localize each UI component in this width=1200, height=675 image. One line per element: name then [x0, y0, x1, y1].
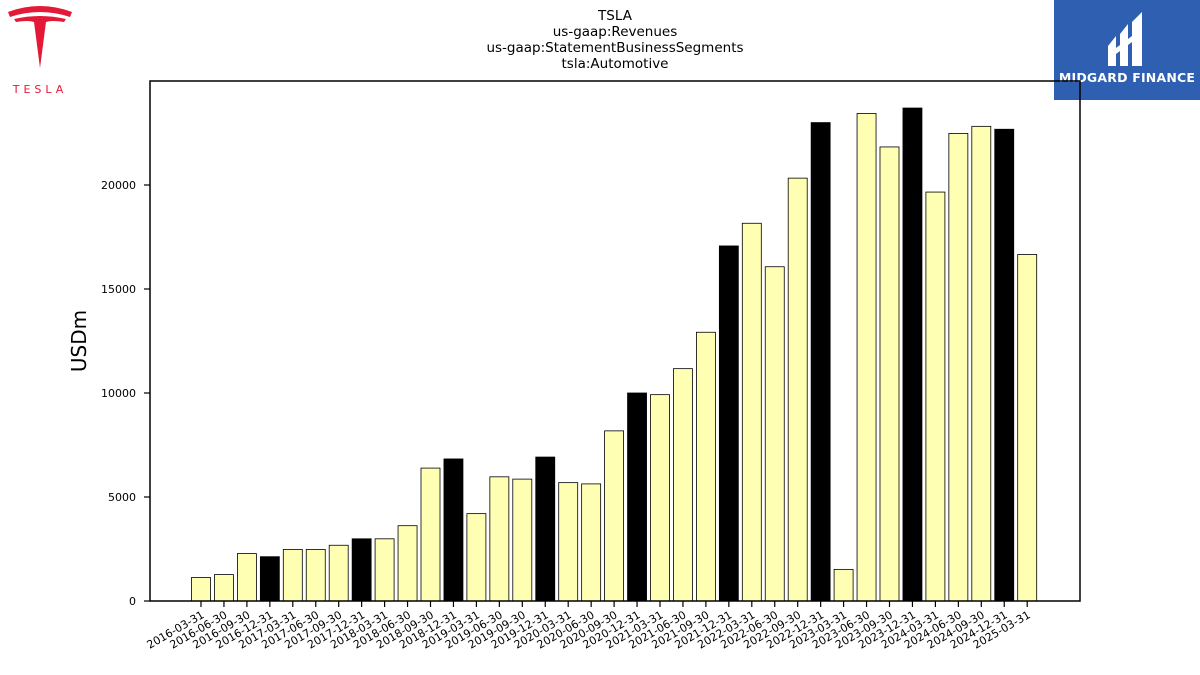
- bar: [925, 191, 946, 602]
- bar: [489, 476, 510, 602]
- bar: [466, 513, 487, 602]
- y-tick-label: 15000: [101, 283, 136, 296]
- bar: [810, 122, 831, 602]
- x-axis: 2016-03-312016-06-302016-09-302016-12-31…: [145, 601, 1033, 652]
- bar: [741, 222, 762, 602]
- bar: [581, 483, 602, 602]
- y-axis-label: USDm: [67, 310, 91, 372]
- bar: [191, 577, 211, 602]
- midgard-wordmark: MIDGARD FINANCE: [1058, 70, 1196, 85]
- bar: [673, 368, 693, 602]
- bar: [833, 568, 854, 602]
- bar: [627, 392, 647, 602]
- chart-title-line: TSLA: [597, 8, 633, 24]
- chart-title-line: us-gaap:Revenues: [553, 24, 678, 40]
- bar: [397, 525, 418, 602]
- plot-frame: [149, 80, 1081, 602]
- bar: [512, 478, 533, 602]
- y-tick-label: 5000: [108, 491, 136, 504]
- y-tick-label: 20000: [101, 179, 136, 192]
- bar: [787, 177, 808, 602]
- y-tick-label: 10000: [101, 387, 136, 400]
- tesla-logo: TESLA: [0, 0, 80, 100]
- chart-title-line: tsla:Automotive: [562, 56, 669, 72]
- bar: [718, 245, 739, 602]
- bar: [650, 394, 670, 602]
- bar: [879, 146, 900, 602]
- bar: [558, 482, 579, 602]
- bar: [948, 133, 969, 602]
- bar: [282, 549, 303, 602]
- bars: [191, 107, 1038, 602]
- bar: [305, 549, 326, 602]
- bar: [604, 430, 624, 602]
- bar: [328, 544, 349, 602]
- bar: [214, 574, 234, 602]
- tesla-t-icon: [8, 6, 72, 68]
- y-tick-label: 0: [129, 595, 136, 608]
- bar: [1017, 254, 1038, 602]
- bar: [351, 538, 372, 602]
- bar: [971, 125, 992, 602]
- bar: [443, 458, 464, 602]
- midgard-finance-logo: MIDGARD FINANCE: [1054, 0, 1200, 100]
- bar: [902, 107, 923, 602]
- bar: [994, 128, 1015, 602]
- bar: [374, 538, 395, 602]
- bar: [764, 266, 785, 602]
- midgard-mark-icon: [1108, 12, 1142, 66]
- bar: [259, 556, 280, 602]
- bar: [420, 467, 441, 602]
- y-axis: 0 5000 10000 15000 20000: [101, 179, 150, 608]
- bar: [236, 553, 257, 602]
- tesla-wordmark: TESLA: [12, 83, 68, 96]
- bar: [856, 113, 877, 602]
- bar: [696, 331, 716, 602]
- chart-title: TSLAus-gaap:Revenuesus-gaap:StatementBus…: [486, 8, 743, 72]
- bar: [535, 456, 556, 602]
- chart-title-line: us-gaap:StatementBusinessSegments: [486, 40, 743, 56]
